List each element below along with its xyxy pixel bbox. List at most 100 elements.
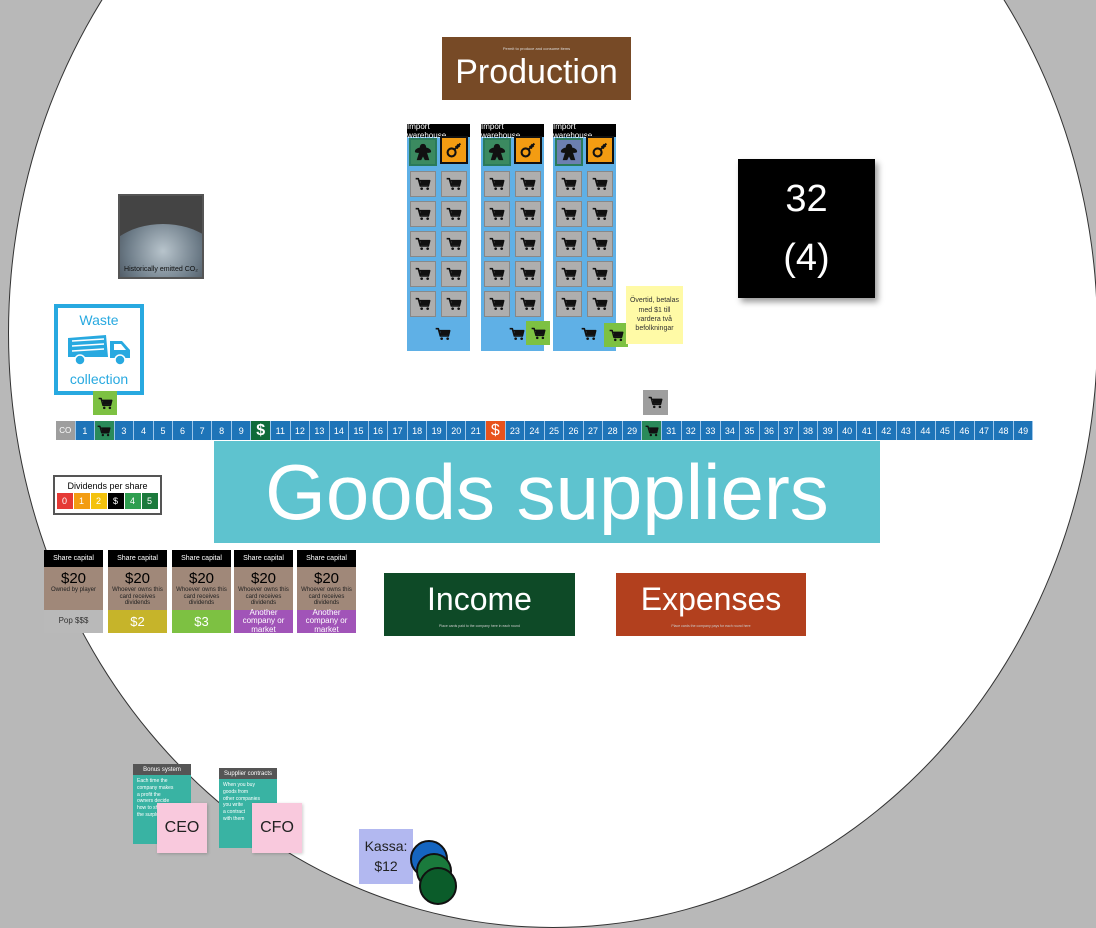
warehouse-slot[interactable]	[587, 171, 613, 197]
track-space[interactable]: 26	[564, 421, 584, 440]
production-card[interactable]: Permit to produce and consume items Prod…	[442, 37, 631, 100]
tool-slot[interactable]	[586, 136, 614, 164]
track-space[interactable]: 3	[114, 421, 135, 440]
share-capital-card[interactable]: Share capital $20 Whoever owns this card r…	[297, 550, 356, 633]
track-space[interactable]: 12	[290, 421, 311, 440]
cart-token-grey[interactable]	[643, 390, 668, 415]
import-warehouse[interactable]: Import warehouse	[407, 122, 470, 351]
track-space[interactable]: 45	[935, 421, 956, 440]
track-payout-space[interactable]: $	[486, 421, 506, 440]
track-cart-space[interactable]	[642, 421, 662, 440]
track-space[interactable]: 34	[720, 421, 741, 440]
warehouse-slot[interactable]	[484, 261, 510, 287]
track-space[interactable]: 6	[173, 421, 193, 440]
warehouse-slot[interactable]	[587, 291, 613, 317]
track-space[interactable]: 36	[759, 421, 780, 440]
import-warehouse[interactable]: Import warehouse	[481, 122, 544, 351]
warehouse-slot[interactable]	[410, 291, 436, 317]
share-capital-card[interactable]: Share capital $20 Whoever owns this card r…	[234, 550, 293, 633]
warehouse-slot[interactable]	[515, 291, 541, 317]
track-space[interactable]: 14	[329, 421, 350, 440]
share-capital-card[interactable]: Share capital $20 Owned by player Pop $$$	[44, 550, 103, 633]
warehouse-slot[interactable]	[484, 201, 510, 227]
expenses-card[interactable]: Expenses Place cards the company pays fo…	[616, 573, 806, 636]
dividend-step[interactable]: 4	[124, 493, 141, 509]
track-cart-space[interactable]	[95, 421, 115, 440]
track-space[interactable]: 31	[661, 421, 682, 440]
track-space[interactable]: 49	[1013, 421, 1034, 440]
waste-collection-card[interactable]: Waste collection	[54, 304, 144, 395]
track-space[interactable]: 42	[876, 421, 897, 440]
worker-slot[interactable]	[483, 138, 511, 166]
dividend-step[interactable]: $	[107, 493, 124, 509]
warehouse-slot[interactable]	[441, 231, 467, 257]
track-space[interactable]: 4	[134, 421, 154, 440]
sticky-note[interactable]: Övertid, betalas med $1 till vardera två…	[626, 286, 683, 344]
track-space[interactable]: 19	[427, 421, 447, 440]
track-space[interactable]: 25	[544, 421, 565, 440]
warehouse-slot[interactable]	[556, 261, 582, 287]
share-capital-card[interactable]: Share capital $20 Whoever owns this card r…	[108, 550, 167, 633]
track-space[interactable]: 8	[212, 421, 232, 440]
income-card[interactable]: Income Place cards paid to the company h…	[384, 573, 575, 636]
dividend-step[interactable]: 1	[73, 493, 90, 509]
historic-co2-card[interactable]: Historically emitted CO₂	[118, 194, 204, 279]
track-space[interactable]: 5	[153, 421, 174, 440]
dividends-card[interactable]: Dividends per share 0 1 2 $4 5	[53, 475, 162, 515]
warehouse-slot[interactable]	[587, 261, 613, 287]
track-space[interactable]: 39	[818, 421, 838, 440]
track-space[interactable]: 27	[583, 421, 604, 440]
track-space[interactable]: 32	[681, 421, 702, 440]
role-badge[interactable]: CEO	[157, 803, 207, 853]
worker-slot[interactable]	[409, 138, 437, 166]
track-space[interactable]: 43	[896, 421, 917, 440]
warehouse-slot[interactable]	[410, 231, 436, 257]
warehouse-slot[interactable]	[515, 171, 541, 197]
track-payout-space[interactable]: $	[251, 421, 272, 440]
cart-token[interactable]	[93, 391, 117, 415]
warehouse-slot[interactable]	[441, 291, 467, 317]
warehouse-slot[interactable]	[484, 231, 510, 257]
track-space[interactable]: 23	[505, 421, 526, 440]
track-space[interactable]: 44	[916, 421, 936, 440]
track-space[interactable]: 41	[857, 421, 877, 440]
round-counter[interactable]: 32 (4)	[738, 159, 875, 298]
share-capital-card[interactable]: Share capital $20 Whoever owns this card r…	[172, 550, 231, 633]
warehouse-slot[interactable]	[556, 291, 582, 317]
warehouse-slot[interactable]	[410, 261, 436, 287]
track-space[interactable]: 9	[231, 421, 252, 440]
warehouse-slot[interactable]	[441, 201, 467, 227]
track-space[interactable]: 20	[446, 421, 467, 440]
warehouse-slot[interactable]	[587, 231, 613, 257]
track-space[interactable]: 48	[994, 421, 1014, 440]
track-space[interactable]: 21	[466, 421, 487, 440]
track-space[interactable]: 17	[388, 421, 408, 440]
warehouse-slot[interactable]	[515, 201, 541, 227]
cart-token[interactable]	[604, 323, 628, 347]
track-space[interactable]: 33	[701, 421, 721, 440]
track-space[interactable]: 15	[349, 421, 369, 440]
track-space[interactable]: 28	[603, 421, 623, 440]
track-space[interactable]: 46	[955, 421, 975, 440]
track-space[interactable]: 35	[740, 421, 760, 440]
tool-slot[interactable]	[440, 136, 468, 164]
track-space[interactable]: 47	[974, 421, 995, 440]
warehouse-slot[interactable]	[441, 171, 467, 197]
warehouse-slot[interactable]	[556, 231, 582, 257]
track-space[interactable]: 37	[779, 421, 799, 440]
track-space[interactable]: 1	[75, 421, 96, 440]
track-space[interactable]: 13	[310, 421, 330, 440]
track-space[interactable]: 16	[368, 421, 389, 440]
warehouse-slot[interactable]	[484, 171, 510, 197]
warehouse-slot[interactable]	[410, 201, 436, 227]
track-space[interactable]: 40	[837, 421, 858, 440]
track-start[interactable]: CO	[56, 421, 76, 440]
import-warehouse[interactable]: Import warehouse	[553, 122, 616, 351]
track-space[interactable]: 7	[192, 421, 213, 440]
role-badge[interactable]: CFO	[252, 803, 302, 853]
warehouse-slot[interactable]	[587, 201, 613, 227]
track-space[interactable]: 24	[525, 421, 545, 440]
track-space[interactable]: 38	[798, 421, 819, 440]
dividend-step[interactable]: 5	[141, 493, 158, 509]
dividend-step[interactable]: 2	[90, 493, 107, 509]
